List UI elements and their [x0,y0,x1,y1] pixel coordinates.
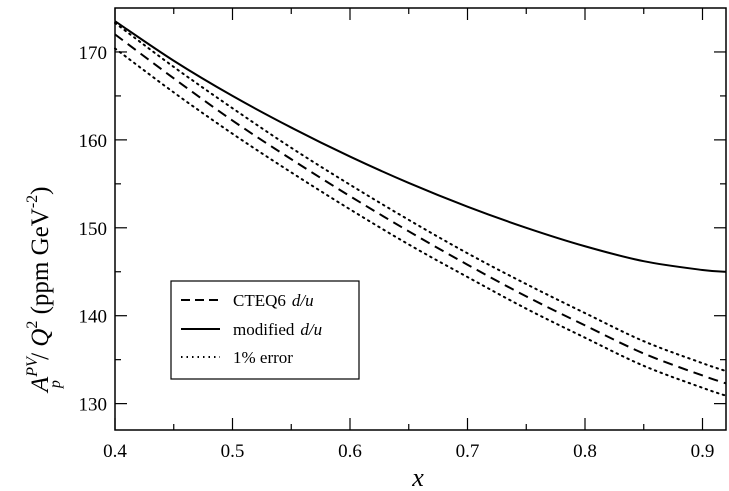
legend: CTEQ6 d/u modified d/u 1% error [170,280,360,380]
y-tick-label: 170 [79,43,108,64]
legend-label-cteq6: CTEQ6 d/u [233,291,314,310]
series-line-dotted-3 [114,47,727,397]
x-tick-label: 0.9 [691,441,715,462]
y-tick-labels: 130 140 150 160 170 [79,43,108,416]
x-tick-label: 0.6 [338,441,362,462]
y-tick-label: 150 [79,219,108,240]
x-axis-title: x [411,463,424,491]
legend-label-error: 1% error [233,348,293,367]
series-line-dashed-1 [114,33,727,385]
y-tick-label: 130 [79,395,108,416]
tick-marks [114,8,726,430]
series-line-solid-0 [114,20,727,273]
x-tick-label: 0.4 [103,441,127,462]
y-axis-title: APVp / Q2 (ppm GeV-2) [24,187,64,394]
series-line-dotted-2 [114,21,727,373]
series-layer [114,20,727,397]
x-tick-label: 0.5 [221,441,245,462]
legend-label-modified: modified d/u [233,320,322,339]
y-tick-label: 140 [79,307,108,328]
plot-frame [114,7,727,431]
y-tick-label: 160 [79,131,108,152]
x-tick-label: 0.7 [456,441,480,462]
x-tick-labels: 0.4 0.5 0.6 0.7 0.8 0.9 [103,441,714,462]
x-tick-label: 0.8 [573,441,597,462]
